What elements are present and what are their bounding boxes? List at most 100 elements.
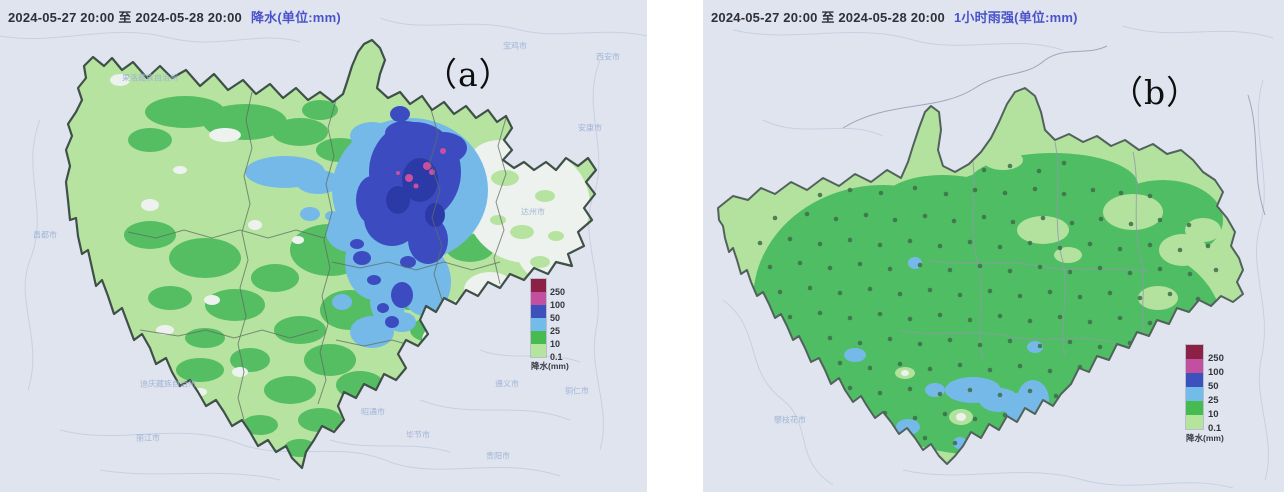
legend-value-label: 250 <box>550 287 566 297</box>
station-dot <box>1010 219 1016 225</box>
sichuan-province-outline <box>64 38 598 470</box>
station-dot <box>942 411 948 417</box>
station-dot <box>1017 293 1023 299</box>
station-dot <box>1017 363 1023 369</box>
station-dot <box>1047 289 1053 295</box>
station-dot <box>1067 269 1073 275</box>
station-dot <box>1057 245 1063 251</box>
station-dot <box>917 341 923 347</box>
legend-a-color-bar: 250 100 50 25 10 0.1 <box>531 279 565 362</box>
station-dot <box>907 316 913 322</box>
station-dot <box>863 212 869 218</box>
station-dot <box>927 366 933 372</box>
station-dot <box>787 314 793 320</box>
legend-value-label: 25 <box>550 326 561 336</box>
station-dot <box>1077 294 1083 300</box>
station-dot <box>1117 246 1123 252</box>
map-b-canvas[interactable] <box>703 0 1284 492</box>
station-dot <box>1128 221 1134 227</box>
station-dot <box>947 337 953 343</box>
map-a-title-metric: 降水(单位:mm) <box>250 10 341 25</box>
station-dot <box>1177 247 1183 253</box>
station-dot <box>1028 417 1034 423</box>
map-a-title-date: 2024-05-27 20:00 至 2024-05-28 20:00 <box>8 10 242 25</box>
station-dot <box>937 312 943 318</box>
legend-swatch-10: 10 <box>531 331 560 349</box>
station-dot <box>867 286 873 292</box>
station-dot <box>957 292 963 298</box>
station-dot <box>867 165 873 171</box>
station-dot <box>997 392 1003 398</box>
legend-swatch-25: 25 <box>531 318 560 336</box>
station-dot <box>967 239 973 245</box>
legend-value-label: 0.1 <box>1208 423 1222 434</box>
station-dot <box>847 385 853 391</box>
station-dot <box>1213 267 1219 273</box>
station-dot <box>951 218 957 224</box>
station-dot <box>1002 190 1008 196</box>
legend-swatch-250: 250 <box>1186 345 1224 364</box>
station-dot <box>972 187 978 193</box>
station-dot <box>767 264 773 270</box>
legend-value-label: 50 <box>550 313 561 323</box>
station-dot <box>1103 369 1109 375</box>
station-dot <box>1187 271 1193 277</box>
panel-a-precipitation-map[interactable]: 2024-05-27 20:00 至 2024-05-28 20:00 降水(单位… <box>0 0 647 492</box>
station-dot <box>817 241 823 247</box>
station-dot <box>957 362 963 368</box>
station-dot <box>907 238 913 244</box>
station-dot <box>1107 290 1113 296</box>
station-dot <box>922 435 928 441</box>
station-dot <box>1069 220 1075 226</box>
map-b-title-date: 2024-05-27 20:00 至 2024-05-28 20:00 <box>711 10 945 25</box>
station-dot <box>952 162 958 168</box>
legend-swatch-25: 25 <box>1186 387 1219 406</box>
station-dot <box>1147 320 1153 326</box>
panel-b-rain-intensity-map[interactable]: 2024-05-27 20:00 至 2024-05-28 20:00 1小时雨强… <box>703 0 1284 492</box>
basemap-lines <box>722 25 1274 489</box>
station-dot <box>797 260 803 266</box>
station-dot <box>943 191 949 197</box>
basemap-place-label: 宝鸡市 <box>503 41 527 51</box>
basemap-place-label: 西安市 <box>596 52 620 62</box>
prefecture-boundaries <box>127 91 507 421</box>
basemap-place-label: 昭通市 <box>361 407 385 417</box>
station-dot <box>877 390 883 396</box>
station-dot <box>952 440 958 446</box>
basemap-place-label: 丽江市 <box>136 433 160 443</box>
station-dot <box>852 414 858 420</box>
station-dot <box>1036 168 1042 174</box>
legend-swatch-250: 250 <box>531 279 565 297</box>
station-dot <box>907 386 913 392</box>
station-dot <box>1087 241 1093 247</box>
station-dot <box>1053 393 1059 399</box>
basemap-place-label: 昌都市 <box>33 230 57 240</box>
station-dot <box>1147 193 1153 199</box>
station-dot <box>987 367 993 373</box>
station-dot <box>1097 344 1103 350</box>
station-dot <box>817 192 823 198</box>
station-dot <box>1027 318 1033 324</box>
station-dot <box>997 244 1003 250</box>
legend-value-label: 50 <box>1208 381 1219 392</box>
station-dot <box>1027 240 1033 246</box>
legend-swatch-100: 100 <box>531 292 565 310</box>
station-dot <box>1090 187 1096 193</box>
station-dot <box>981 167 987 173</box>
subfigure-label-b: （b） <box>1110 73 1201 112</box>
legend-swatch-10: 10 <box>1186 401 1219 420</box>
basemap-place-label: 迪庆藏族自治州 <box>140 379 196 389</box>
station-dot <box>1153 345 1159 351</box>
map-a-canvas[interactable] <box>0 0 647 492</box>
station-dot <box>1087 319 1093 325</box>
station-dot <box>922 213 928 219</box>
station-dot <box>837 360 843 366</box>
legend-a-title: 降水(mm) <box>531 361 569 371</box>
map-b-title-metric: 1小时雨强(单位:mm) <box>953 10 1078 25</box>
basemap-lines <box>0 17 647 481</box>
basemap-place-label: 遵义市 <box>495 379 519 389</box>
legend-b-title: 降水(mm) <box>1186 433 1224 443</box>
legend-swatch-100: 100 <box>1186 359 1224 378</box>
station-dot <box>1061 160 1067 166</box>
station-dot <box>977 342 983 348</box>
